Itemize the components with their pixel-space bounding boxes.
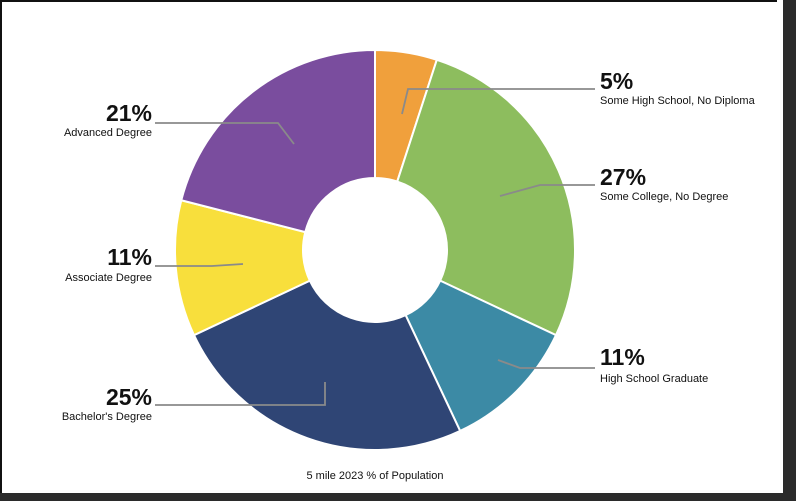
leader-line-associate-degree: [155, 263, 244, 267]
slice-some-college-no-degree: [395, 58, 576, 337]
leader-line-some-college-no-degree: [499, 184, 595, 197]
leader-line-advanced-degree: [155, 122, 295, 145]
category-label-advanced-degree: Advanced Degree: [64, 127, 152, 139]
slice-labels: 5%Some High School, No Diploma 27%Some Co…: [62, 68, 756, 423]
leader-lines: [155, 88, 595, 406]
category-label-some-college-no-degree: Some College, No Degree: [600, 191, 728, 203]
percent-label-bachelor-s-degree: 25%: [106, 384, 152, 410]
frame-bottom-bar: [0, 493, 796, 501]
category-label-bachelor-s-degree: Bachelor's Degree: [62, 411, 152, 423]
donut-slices: [174, 48, 576, 451]
frame-gap: [777, 0, 783, 501]
percent-label-some-high-school-no-diploma: 5%: [600, 68, 633, 94]
category-label-high-school-graduate: High School Graduate: [600, 373, 708, 385]
leader-line-high-school-graduate: [497, 359, 595, 369]
percent-label-high-school-graduate: 11%: [600, 344, 645, 370]
percent-label-advanced-degree: 21%: [106, 100, 152, 126]
chart-title: 5 mile 2023 % of Population: [307, 470, 444, 482]
frame-right-bar: [783, 0, 796, 501]
leader-line-some-high-school-no-diploma: [401, 88, 595, 115]
percent-label-associate-degree: 11%: [107, 244, 152, 270]
slice-bachelor-s-degree: [192, 279, 462, 451]
percent-label-some-college-no-degree: 27%: [600, 164, 646, 190]
leader-line-bachelor-s-degree: [155, 382, 326, 406]
category-label-associate-degree: Associate Degree: [65, 272, 152, 284]
category-label-some-high-school-no-diploma: Some High School, No Diploma: [600, 95, 756, 107]
slice-advanced-degree: [180, 48, 376, 234]
